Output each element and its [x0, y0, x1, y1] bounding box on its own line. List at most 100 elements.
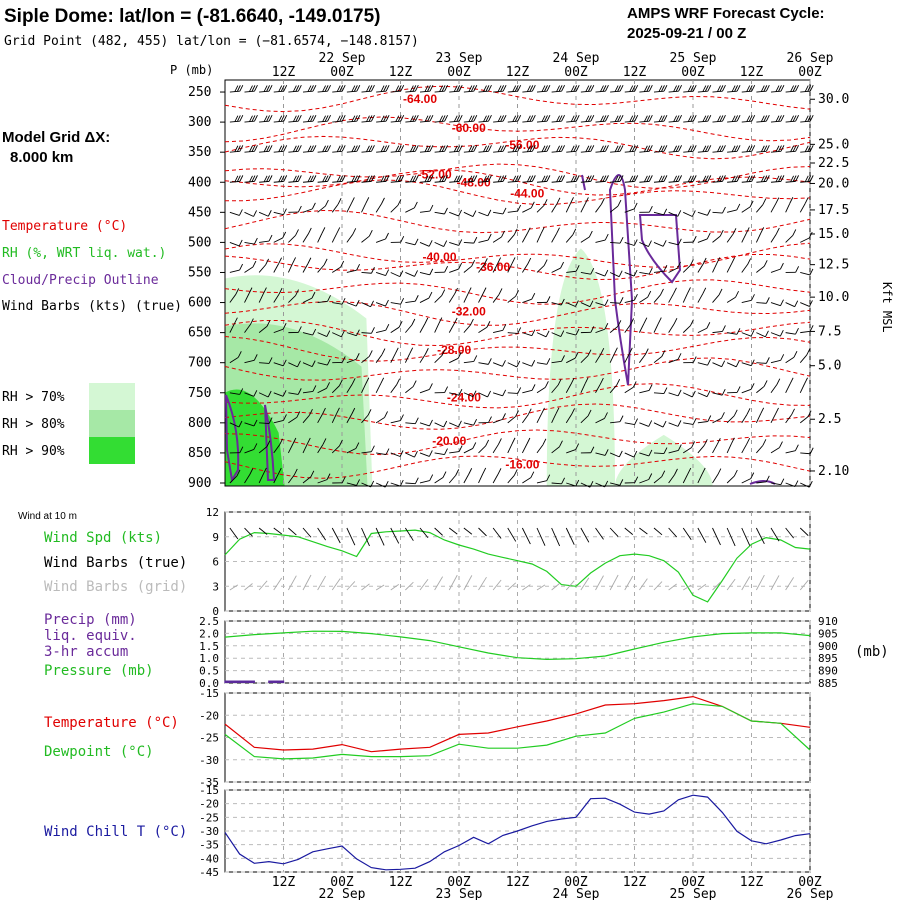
- wind-barb-flag: [661, 470, 666, 477]
- wind-barb-flag: [409, 347, 414, 354]
- kft-tick-label: 10.0: [818, 290, 849, 305]
- wind-barb-shaft: [610, 302, 621, 304]
- wind-barb-flag: [429, 175, 434, 182]
- wind-barb-flag: [809, 175, 814, 182]
- wind-barb-shaft: [668, 422, 679, 427]
- wind-10m-grid-barb: [639, 578, 648, 591]
- time-tick-label-bottom: 00Z: [330, 875, 354, 890]
- wind-barb-flag: [414, 145, 419, 152]
- wind-barb: [551, 407, 560, 424]
- wind-barb-shaft: [288, 150, 299, 153]
- wind-barb-shaft: [683, 447, 692, 454]
- wind-barb: [580, 480, 594, 488]
- wind-barb-shaft: [463, 448, 474, 454]
- wind-10m-grid-barb: [609, 574, 619, 591]
- wind-barb-shaft: [624, 387, 634, 394]
- wind-barb-flag: [795, 175, 799, 182]
- wind-barb: [273, 231, 287, 243]
- time-tick-label-bottom: 00Z: [681, 875, 705, 890]
- wind-barb-flag: [795, 266, 800, 273]
- wind-barb: [800, 268, 814, 276]
- precip-bar: [268, 680, 285, 683]
- wind-barb-flag: [512, 85, 517, 92]
- wind-barb-flag: [310, 175, 314, 182]
- wind-barb-flag: [395, 175, 400, 183]
- wind-barb-flag: [760, 85, 765, 92]
- wind-barb-shaft: [595, 239, 606, 243]
- pressure-tick-label: 850: [188, 446, 211, 461]
- wind-barb-flag: [602, 145, 607, 152]
- wind-barb: [507, 387, 522, 394]
- wind-barb: [273, 175, 288, 183]
- wind-barb-flag: [546, 115, 551, 122]
- wind-barb: [785, 229, 797, 243]
- wind-barb-shaft: [346, 234, 354, 243]
- wind-barb-flag: [602, 115, 607, 122]
- wind-barb-flag: [266, 85, 270, 92]
- wind-barb: [770, 197, 780, 213]
- wind-barb: [653, 350, 666, 364]
- wind-barb-flag: [590, 175, 595, 182]
- wind-barb-flag: [239, 263, 243, 271]
- wind-barb: [332, 115, 346, 123]
- wind-barb-flag: [500, 85, 504, 92]
- wind-barb-shaft: [653, 241, 664, 247]
- wind-barb-shaft: [448, 323, 455, 333]
- wind-barb-shaft: [522, 207, 532, 213]
- wind-barb-flag: [722, 206, 726, 214]
- wind-barb-shaft: [565, 203, 571, 213]
- wind-10m-grid-barb: [302, 574, 312, 591]
- wind-barb-shaft: [419, 354, 426, 363]
- wind-barb-flag: [763, 145, 768, 152]
- wind-barb-shaft: [405, 241, 416, 246]
- wind-barb: [317, 358, 331, 366]
- wind-barb: [697, 232, 711, 243]
- wind-barb-flag: [473, 145, 478, 152]
- precip-bar: [238, 680, 255, 683]
- wind-barb-flag: [266, 115, 270, 122]
- wind-barb-flag: [691, 390, 696, 398]
- wind-barb: [741, 227, 750, 243]
- wind-barb-shaft: [273, 293, 280, 303]
- wind-barb-shaft: [361, 150, 372, 153]
- wind-barb: [624, 381, 637, 394]
- pressure-tick-label: 450: [188, 205, 211, 220]
- wind-barb: [580, 409, 592, 424]
- wind-barb-flag: [444, 175, 448, 182]
- wind-barb-flag: [584, 377, 589, 384]
- wind-barb-flag: [429, 145, 434, 152]
- wind-10m-barb: [478, 527, 487, 537]
- wind-barb: [551, 440, 563, 454]
- wind-10m-grid-barb: [419, 579, 429, 591]
- wind-barb-flag: [687, 175, 692, 183]
- wind-barb-flag: [233, 317, 238, 324]
- wind-barb-flag: [633, 269, 638, 277]
- wind-barb-flag: [663, 145, 668, 152]
- wind-barb-shaft: [580, 302, 591, 308]
- wind-barb-flag: [605, 84, 609, 92]
- kft-tick-label: 12.5: [818, 258, 849, 273]
- wind-barb: [259, 84, 273, 93]
- wind-barb-flag: [397, 199, 402, 206]
- wind-barb-flag: [251, 85, 256, 92]
- wind-10m-grid-barb: [653, 581, 663, 591]
- wind-barb-shaft: [697, 421, 708, 424]
- wind-barb-flag: [414, 477, 419, 484]
- wind-barb-shaft: [624, 208, 635, 213]
- wind-barb: [419, 291, 433, 303]
- wind-barb: [712, 288, 723, 303]
- wind-barb-shaft: [507, 362, 518, 368]
- wind-barb-flag: [614, 85, 619, 92]
- wind-barb-flag: [453, 85, 458, 92]
- wind-barb-flag: [371, 145, 375, 152]
- wind-10m-grid-barb: [287, 575, 297, 591]
- wind-barb-shaft: [683, 392, 693, 398]
- wind-barb-flag: [722, 84, 726, 92]
- wind-barb-flag: [280, 85, 285, 92]
- wind-barb: [419, 84, 434, 93]
- wind-barb: [405, 84, 419, 93]
- wind-barb-flag: [590, 115, 595, 122]
- wind-barb: [668, 175, 682, 183]
- wind-barb-flag: [602, 85, 607, 92]
- wind-barb-flag: [310, 470, 315, 477]
